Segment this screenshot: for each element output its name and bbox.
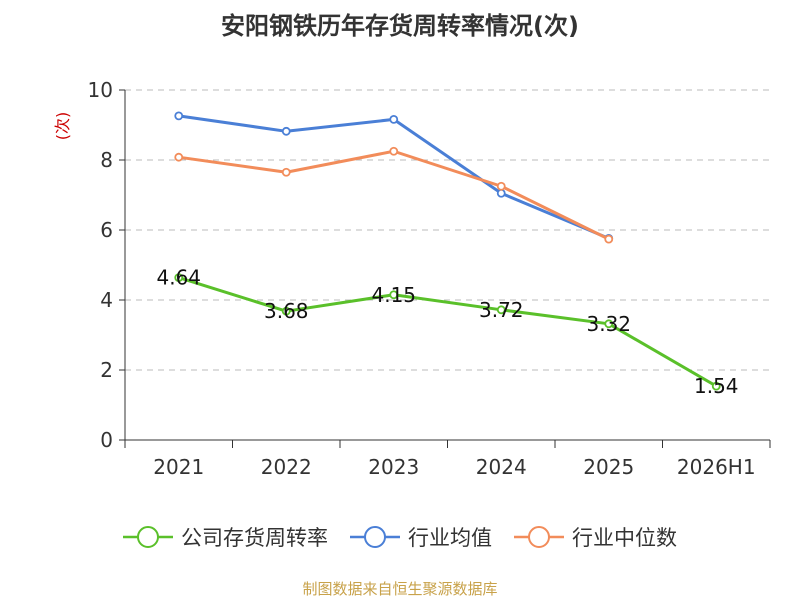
legend-label: 行业中位数 bbox=[572, 526, 677, 550]
legend-label: 行业均值 bbox=[408, 526, 492, 550]
x-tick-label: 2022 bbox=[261, 455, 312, 479]
series-point bbox=[711, 381, 721, 391]
data-label: 3.68 bbox=[264, 299, 309, 323]
series-point bbox=[604, 319, 614, 329]
y-axis-label: (次) bbox=[53, 112, 72, 141]
series-point bbox=[281, 126, 291, 136]
series-layer bbox=[174, 111, 721, 391]
series-point bbox=[496, 181, 506, 191]
data-label: 1.54 bbox=[694, 374, 739, 398]
data-label: 3.32 bbox=[586, 312, 631, 336]
series-point bbox=[281, 306, 291, 316]
series-point bbox=[281, 167, 291, 177]
legend-item[interactable]: 行业均值 bbox=[350, 526, 492, 550]
data-label: 4.64 bbox=[156, 266, 201, 290]
x-tick-label: 2026H1 bbox=[677, 455, 756, 479]
y-tick-label: 0 bbox=[100, 428, 113, 452]
series-point bbox=[389, 290, 399, 300]
y-tick-label: 6 bbox=[100, 218, 113, 242]
series-line bbox=[178, 149, 610, 241]
series-line bbox=[178, 114, 610, 240]
x-tick-label: 2023 bbox=[368, 455, 419, 479]
series-point bbox=[496, 188, 506, 198]
series-line bbox=[178, 276, 718, 388]
legend-swatch-marker bbox=[528, 526, 550, 548]
data-labels: 4.64 3.68 4.15 3.72 3.32 1.54 bbox=[156, 266, 738, 399]
x-tick-label: 2025 bbox=[583, 455, 634, 479]
data-label: 4.15 bbox=[371, 283, 416, 307]
legend-swatch-marker bbox=[137, 526, 159, 548]
x-tick-label: 2024 bbox=[476, 455, 527, 479]
legend-item[interactable]: 公司存货周转率 bbox=[123, 526, 328, 550]
series-point bbox=[174, 273, 184, 283]
legend: 公司存货周转率 行业均值 行业中位数 bbox=[123, 526, 677, 550]
legend-item[interactable]: 行业中位数 bbox=[514, 526, 677, 550]
y-tick-label: 4 bbox=[100, 288, 113, 312]
grid-lines bbox=[125, 89, 770, 371]
data-label: 3.72 bbox=[479, 298, 524, 322]
axes: 0 2 4 6 8 10 2021 2022 2023 2024 2025 2026H1 bbox=[88, 78, 771, 479]
y-tick-label: 2 bbox=[100, 358, 113, 382]
series-point bbox=[174, 152, 184, 162]
series-point bbox=[174, 111, 184, 121]
series-point bbox=[389, 115, 399, 124]
y-tick-label: 8 bbox=[100, 148, 113, 172]
chart-title: 安阳钢铁历年存货周转率情况(次) bbox=[221, 12, 579, 40]
series-point bbox=[496, 305, 506, 315]
series-point bbox=[389, 146, 399, 156]
data-source-note: 制图数据来自恒生聚源数据库 bbox=[302, 580, 498, 598]
legend-swatch-marker bbox=[364, 526, 386, 548]
legend-label: 公司存货周转率 bbox=[181, 526, 328, 550]
series-point bbox=[604, 234, 614, 244]
y-tick-label: 10 bbox=[88, 78, 113, 102]
x-tick-label: 2021 bbox=[153, 455, 204, 479]
